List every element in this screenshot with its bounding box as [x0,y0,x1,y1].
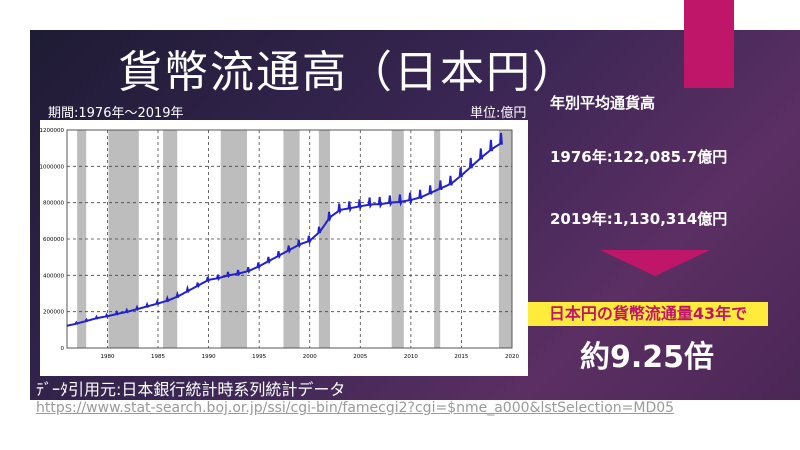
highlight-banner: 日本円の貨幣流通量43年で [528,302,768,326]
x-tick-label: 1980 [100,354,114,360]
recession-shade [318,130,330,348]
chart-frame: 0 200000 400000 600000 800000 1000000 1200000 … [40,120,528,376]
x-tick-label: 2010 [404,354,418,360]
unit-label: 単位:億円 [470,106,527,121]
y-tick-label: 0 [61,346,65,352]
x-tick-label: 1990 [202,354,216,360]
accent-bar [684,0,734,88]
source-label: ﾃﾞｰﾀ引用元:日本銀行統計時系列統計データ [36,380,346,399]
y-tick-label: 200000 [43,310,64,316]
value-2019: 2019年:1,130,314億円 [550,210,728,228]
down-arrow-icon [600,250,710,276]
y-tick-label: 800000 [43,201,64,207]
x-tick-label: 2005 [353,354,367,360]
recession-shade [434,130,441,348]
y-tick-label: 1200000 [40,128,64,134]
y-tick-label: 600000 [43,237,64,243]
x-tick-label: 1995 [252,354,266,360]
chart: 020000040000060000080000010000001200000 … [40,128,520,360]
source-link[interactable]: https://www.stat-search.boj.or.jp/ssi/cg… [36,400,675,416]
y-tick-label: 1000000 [40,164,64,170]
series-line [66,132,503,327]
x-tick-label: 2015 [454,354,468,360]
x-tick-label: 2020 [505,354,519,360]
y-tick-label: 400000 [43,273,64,279]
x-tick-label: 1985 [151,354,165,360]
side-heading: 年別平均通貨高 [550,94,656,112]
page-title: 貨幣流通高（日本円） [118,47,578,98]
value-1976: 1976年:122,085.7億円 [550,148,728,166]
result-value: 約9.25倍 [580,340,715,375]
x-tick-label: 2000 [303,354,317,360]
plot-border [66,129,513,349]
period-label: 期間:1976年～2019年 [48,106,184,121]
